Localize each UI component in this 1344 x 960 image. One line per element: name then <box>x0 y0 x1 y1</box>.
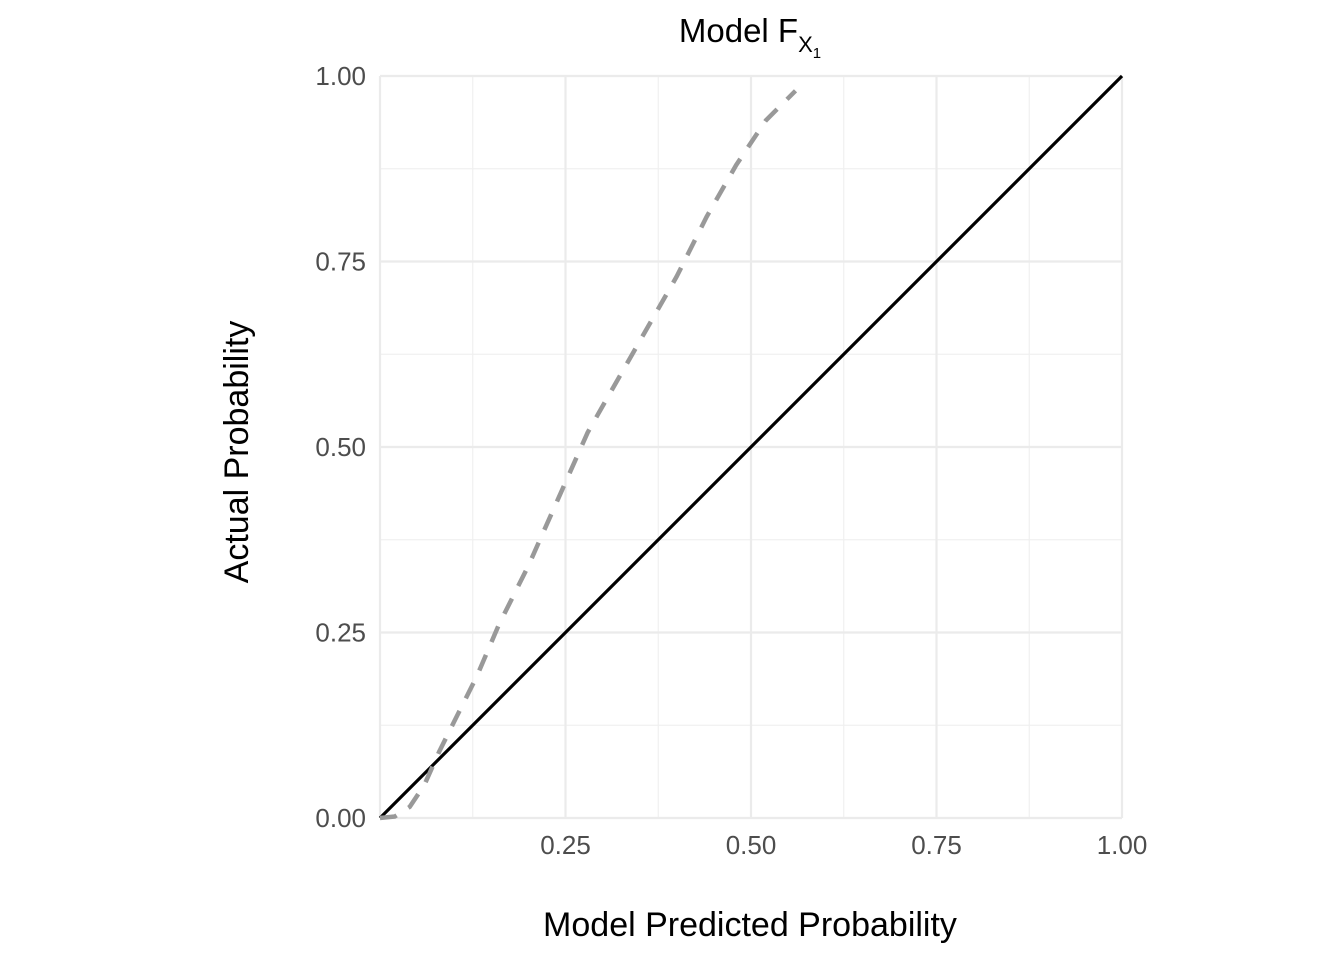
x-tick-label: 1.00 <box>1097 830 1148 860</box>
y-axis-title: Actual Probability <box>218 321 256 584</box>
plot-title: Model FX1 <box>679 12 821 62</box>
y-tick-label: 0.25 <box>315 618 366 648</box>
calibration-curve-line <box>379 89 798 821</box>
x-tick-label: 0.75 <box>911 830 962 860</box>
reference-diagonal-line <box>378 74 1124 820</box>
x-tick-label: 0.50 <box>726 830 777 860</box>
y-tick-label: 0.00 <box>315 803 366 833</box>
y-tick-label: 0.75 <box>315 247 366 277</box>
series-layer <box>378 74 1124 821</box>
plot-title-subsubscript: 1 <box>813 45 821 62</box>
plot-title-subscript: X <box>798 32 813 57</box>
y-tick-labels: 0.00 0.25 0.50 0.75 1.00 <box>315 61 366 833</box>
x-tick-labels: 0.25 0.50 0.75 1.00 <box>540 830 1147 860</box>
x-axis-title: Model Predicted Probability <box>543 906 957 944</box>
y-tick-label: 0.50 <box>315 432 366 462</box>
y-tick-label: 1.00 <box>315 61 366 91</box>
x-tick-label: 0.25 <box>540 830 591 860</box>
